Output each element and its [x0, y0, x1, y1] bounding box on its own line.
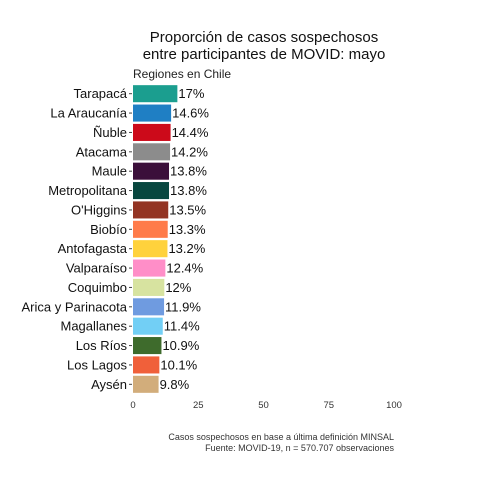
- value-label-nuble: 14.4%: [172, 125, 209, 140]
- x-tick-label-0: 0: [130, 400, 135, 411]
- bar-atacama: [133, 143, 171, 161]
- value-label-tarapaca: 17%: [178, 86, 204, 101]
- category-label-tarapaca: Tarapacá: [74, 86, 128, 101]
- value-label-biobio: 13.3%: [169, 222, 206, 237]
- value-label-metropolitana: 13.8%: [170, 183, 207, 198]
- chart-title-line-1: Proporción de casos sospechosos: [150, 29, 378, 46]
- bar-magallanes: [133, 317, 163, 335]
- bar-maule: [133, 162, 170, 180]
- value-label-la-araucania: 14.6%: [172, 106, 209, 121]
- category-label-los-lagos: Los Lagos: [67, 357, 127, 372]
- category-label-maule: Maule: [92, 164, 127, 179]
- category-label-biobio: Biobío: [90, 222, 127, 237]
- chart-title-line-2: entre participantes de MOVID: mayo: [143, 46, 386, 63]
- x-tick-label-50: 50: [258, 400, 269, 411]
- bar-valparaiso: [133, 259, 166, 277]
- value-label-coquimbo: 12%: [165, 280, 191, 295]
- category-label-arica-y-parinacota: Arica y Parinacota: [22, 299, 128, 314]
- caption-line-2: Fuente: MOVID-19, n = 570.707 observacio…: [205, 443, 394, 453]
- bar-la-araucania: [133, 104, 172, 122]
- bar-los-rios: [133, 337, 162, 355]
- x-tick-label-75: 75: [323, 400, 334, 411]
- value-label-aysen: 9.8%: [160, 377, 190, 392]
- value-label-maule: 13.8%: [170, 164, 207, 179]
- caption-line-1: Casos sospechosos en base a última defin…: [168, 432, 394, 442]
- category-label-magallanes: Magallanes: [61, 319, 128, 334]
- bar-o-higgins: [133, 201, 169, 219]
- bar-tarapaca: [133, 85, 178, 103]
- bar-arica-y-parinacota: [133, 298, 165, 316]
- chart-caption: Casos sospechosos en base a última defin…: [168, 432, 394, 453]
- category-label-metropolitana: Metropolitana: [48, 183, 128, 198]
- value-label-atacama: 14.2%: [171, 144, 208, 159]
- bar-biobio: [133, 220, 168, 238]
- category-label-coquimbo: Coquimbo: [68, 280, 127, 295]
- bar-metropolitana: [133, 182, 170, 200]
- value-label-los-lagos: 10.1%: [160, 357, 197, 372]
- value-label-arica-y-parinacota: 11.9%: [165, 299, 201, 314]
- chart-titles: Proporción de casos sospechosos entre pa…: [133, 29, 385, 81]
- bar-aysen: [133, 375, 159, 393]
- category-label-aysen: Aysén: [91, 377, 127, 392]
- x-tick-label-100: 100: [386, 400, 402, 411]
- category-label-nuble: Ñuble: [93, 125, 127, 140]
- bar-nuble: [133, 123, 171, 141]
- bar-antofagasta: [133, 240, 168, 258]
- category-label-los-rios: Los Ríos: [76, 338, 128, 353]
- category-label-antofagasta: Antofagasta: [58, 241, 128, 256]
- value-label-o-higgins: 13.5%: [169, 202, 206, 217]
- category-label-la-araucania: La Araucanía: [50, 106, 127, 121]
- category-label-o-higgins: O'Higgins: [71, 202, 127, 217]
- bar-coquimbo: [133, 278, 165, 296]
- value-label-valparaiso: 12.4%: [166, 261, 203, 276]
- plot-area: Tarapacá 17% La Araucanía 14.6% Ñuble 14.4% At…: [22, 85, 209, 393]
- x-axis: 0 25 50 75 100: [130, 400, 402, 411]
- bar-los-lagos: [133, 356, 160, 374]
- category-label-atacama: Atacama: [76, 144, 128, 159]
- value-label-los-rios: 10.9%: [162, 338, 199, 353]
- value-label-magallanes: 11.4%: [164, 319, 200, 334]
- x-tick-label-25: 25: [193, 400, 204, 411]
- chart-subtitle: Regiones en Chile: [133, 67, 231, 81]
- value-label-antofagasta: 13.2%: [168, 241, 205, 256]
- category-label-valparaiso: Valparaíso: [66, 261, 127, 276]
